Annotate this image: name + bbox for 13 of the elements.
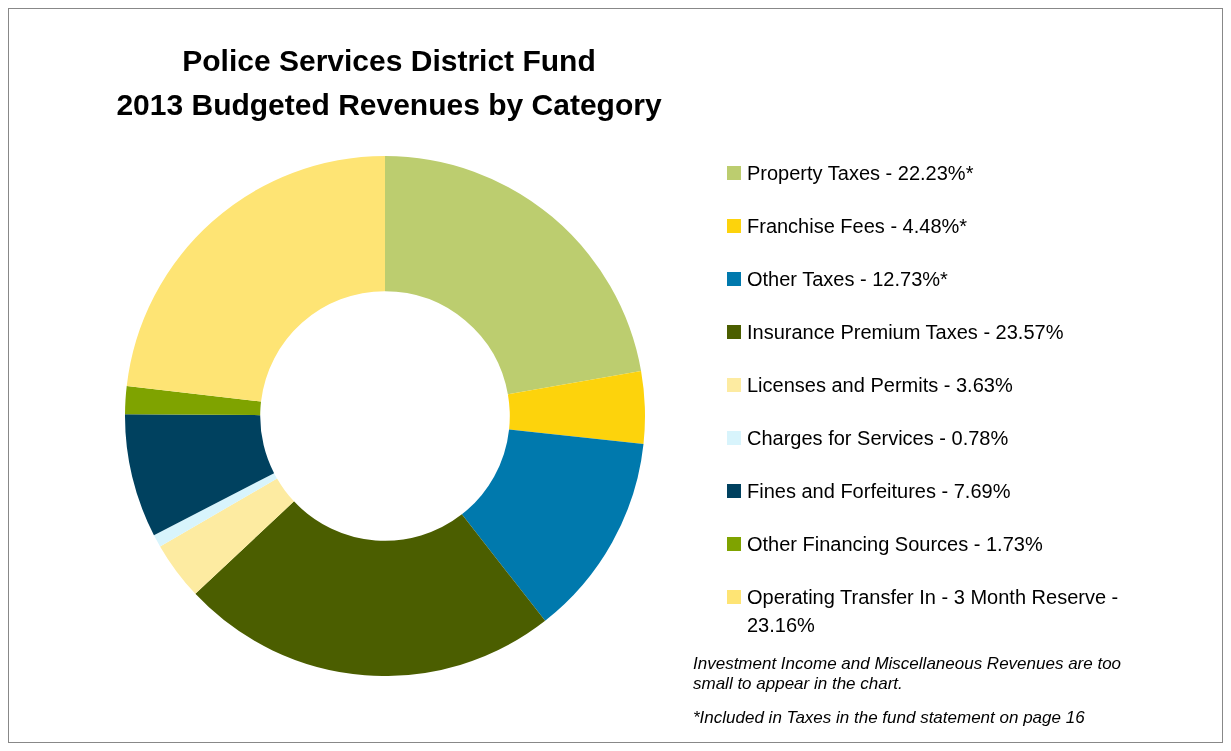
legend-label: Operating Transfer In - 3 Month Reserve - 23.16% bbox=[747, 585, 1120, 638]
legend-label: Other Financing Sources - 1.73% bbox=[747, 532, 1043, 557]
chart-title: Police Services District Fund bbox=[181, 43, 597, 79]
legend-label: Franchise Fees - 4.48%* bbox=[747, 214, 968, 239]
legend-label: Fines and Forfeitures - 7.69% bbox=[747, 479, 1011, 504]
legend-label: Charges for Services - 0.78% bbox=[747, 426, 1009, 451]
text: Investment Income and Miscellaneous Revenues are too small to appear in the chart. bbox=[693, 654, 1123, 694]
legend-label: Property Taxes - 22.23%* bbox=[747, 161, 974, 186]
chart-subtitle: 2013 Budgeted Revenues by Category bbox=[115, 87, 663, 123]
text: *Included in Taxes in the fund statement on page 16 bbox=[693, 708, 1086, 728]
legend-label: Licenses and Permits - 3.63% bbox=[747, 373, 1013, 398]
legend-label: Other Taxes - 12.73%* bbox=[747, 267, 948, 292]
legend-label: Insurance Premium Taxes - 23.57% bbox=[747, 320, 1064, 345]
